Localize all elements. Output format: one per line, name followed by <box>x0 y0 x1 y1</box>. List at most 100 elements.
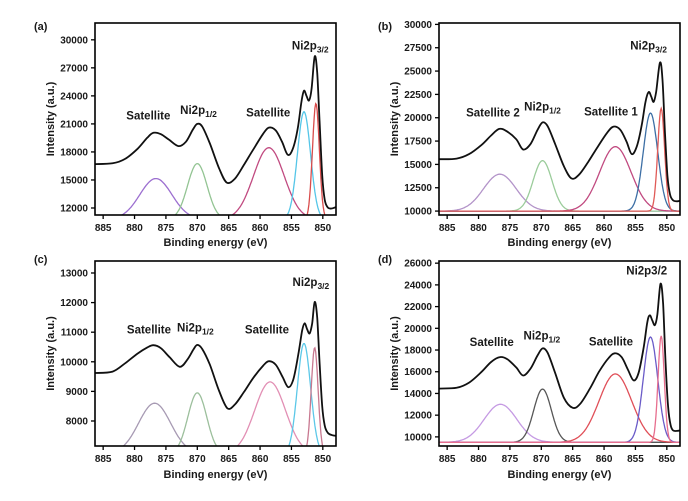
y-tick-label: 13000 <box>60 268 88 279</box>
component-curve-satellite-high-BE <box>120 177 192 215</box>
component-curve-ni2p-1-2 <box>174 162 221 215</box>
plot-area <box>439 61 680 212</box>
plot-area <box>439 282 680 443</box>
y-tick-label: 21000 <box>60 119 88 130</box>
panel-d: 10000 12000 14000 16000 18000 20000 22000 24000… <box>344 250 688 501</box>
y-tick-label: 9000 <box>66 387 89 398</box>
peak-annotation: Satellite <box>589 337 633 349</box>
peak-annotation: Ni2p3/2 <box>630 41 667 55</box>
x-tick-label: 850 <box>314 454 331 465</box>
spectrum-chart-c: 8000 9000 10000 11000 12000 13000 885 880 875 870… <box>34 254 337 481</box>
component-curve-ni2p-3-2-shoulder <box>286 111 322 215</box>
peak-annotation: Ni2p3/2 <box>626 266 667 278</box>
x-tick-label: 885 <box>439 454 456 465</box>
panel-letter: (c) <box>34 254 48 266</box>
peak-annotation: Satellite <box>127 325 171 337</box>
x-axis-title: Binding energy (eV) <box>508 469 612 481</box>
spectrum-chart-b: 10000 12500 15000 17500 20000 22500 25000 27500… <box>378 20 681 249</box>
y-tick-label: 10000 <box>404 207 432 218</box>
y-tick-label: 17500 <box>404 137 432 148</box>
y-tick-label: 15000 <box>60 175 88 186</box>
y-tick-label: 18000 <box>60 147 88 158</box>
y-tick-label: 24000 <box>404 280 432 291</box>
component-curve-ni2p-3-2-main <box>439 335 680 443</box>
y-tick-label: 10000 <box>60 357 88 368</box>
x-tick-label: 885 <box>95 223 112 234</box>
peak-annotation: Satellite <box>126 111 170 123</box>
x-tick-label: 880 <box>470 223 487 234</box>
x-tick-label: 865 <box>564 454 581 465</box>
x-axis-title: Binding energy (eV) <box>164 469 268 481</box>
panel-b: 10000 12500 15000 17500 20000 22500 25000 27500… <box>344 0 688 250</box>
x-tick-label: 855 <box>283 223 300 234</box>
y-tick-label: 10000 <box>404 432 432 443</box>
x-tick-label: 880 <box>126 223 143 234</box>
x-tick-label: 860 <box>252 223 269 234</box>
y-axis-title: Intensity (a.u.) <box>389 316 401 391</box>
y-tick-label: 12000 <box>404 411 432 422</box>
envelope-curve <box>95 301 336 437</box>
x-tick-label: 855 <box>283 454 300 465</box>
y-axis-title: Intensity (a.u.) <box>45 81 57 156</box>
panel-a: 12000 15000 18000 21000 24000 27000 30000 885 88… <box>0 0 344 250</box>
component-curve-ni2p-1-2 <box>177 392 218 446</box>
component-curve-satellite-high-BE <box>122 402 187 446</box>
envelope-curve <box>439 282 680 432</box>
plot-frame <box>94 22 337 216</box>
x-tick-label: 880 <box>470 454 487 465</box>
x-tick-label: 870 <box>189 223 206 234</box>
x-tick-label: 875 <box>158 454 175 465</box>
y-tick-label: 25000 <box>404 67 432 78</box>
y-tick-label: 8000 <box>66 416 89 427</box>
y-tick-label: 22000 <box>404 302 432 313</box>
envelope-curve <box>439 61 680 203</box>
peak-annotation: Satellite 1 <box>584 106 638 118</box>
component-curve-ni2p-3-2-main <box>439 106 680 212</box>
x-tick-label: 860 <box>596 454 613 465</box>
y-tick-label: 15000 <box>404 160 432 171</box>
panel-letter: (b) <box>378 21 392 33</box>
y-tick-label: 20000 <box>404 324 432 335</box>
plot-frame <box>438 260 681 447</box>
peak-annotation: Ni2p3/2 <box>293 277 330 291</box>
spectrum-chart-a: 12000 15000 18000 21000 24000 27000 30000 885 88… <box>34 21 337 249</box>
y-tick-label: 30000 <box>60 35 88 46</box>
y-tick-label: 27000 <box>60 63 88 74</box>
y-tick-label: 12000 <box>60 203 88 214</box>
x-tick-label: 870 <box>533 223 550 234</box>
spectrum-chart-d: 10000 12000 14000 16000 18000 20000 22000 24000… <box>378 254 681 481</box>
x-axis-title: Binding energy (eV) <box>508 237 612 249</box>
y-tick-label: 12500 <box>404 183 432 194</box>
x-axis-title: Binding energy (eV) <box>164 237 268 249</box>
x-tick-label: 885 <box>439 223 456 234</box>
plot-area <box>95 55 336 215</box>
x-tick-label: 875 <box>158 223 175 234</box>
x-tick-label: 860 <box>252 454 269 465</box>
y-tick-label: 20000 <box>404 113 432 124</box>
peak-annotation: Satellite <box>246 107 290 119</box>
x-tick-label: 860 <box>596 223 613 234</box>
y-tick-label: 12000 <box>60 298 88 309</box>
panel-letter: (a) <box>34 21 48 33</box>
x-tick-label: 850 <box>658 454 675 465</box>
x-tick-label: 880 <box>126 454 143 465</box>
peak-annotation: Ni2p1/2 <box>524 102 561 116</box>
x-tick-label: 875 <box>502 454 519 465</box>
x-tick-label: 870 <box>189 454 206 465</box>
x-tick-label: 885 <box>95 454 112 465</box>
component-curve-satellite-2 <box>439 173 680 212</box>
component-curve-satellite-low-BE <box>236 381 304 446</box>
y-tick-label: 27500 <box>404 43 432 54</box>
component-curve-ni2p-1-2 <box>439 388 680 443</box>
x-tick-label: 850 <box>658 223 675 234</box>
peak-annotation: Satellite 2 <box>466 107 520 119</box>
x-tick-label: 870 <box>533 454 550 465</box>
x-tick-label: 865 <box>220 454 237 465</box>
y-tick-label: 22500 <box>404 90 432 101</box>
peak-annotation: Ni2p1/2 <box>177 323 214 337</box>
y-tick-label: 11000 <box>61 328 89 339</box>
component-curve-satellite-low-BE <box>231 147 307 215</box>
x-tick-label: 865 <box>564 223 581 234</box>
x-tick-label: 850 <box>314 223 331 234</box>
peak-annotation: Satellite <box>245 325 289 337</box>
